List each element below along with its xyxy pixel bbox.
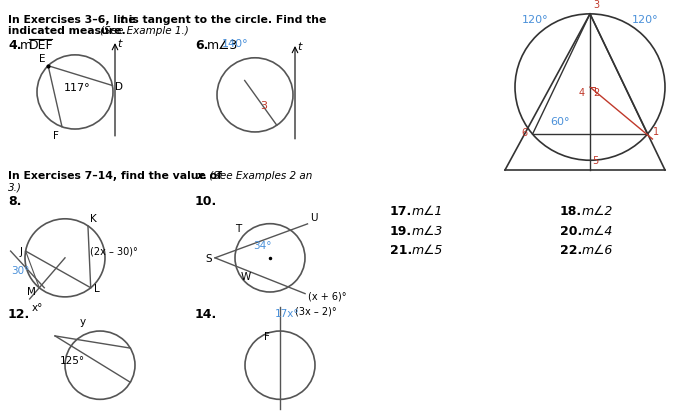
Text: is tangent to the circle. Find the: is tangent to the circle. Find the bbox=[125, 15, 326, 25]
Text: (x + 6)°: (x + 6)° bbox=[308, 291, 346, 301]
Text: m∠4: m∠4 bbox=[582, 224, 613, 237]
Text: 20.: 20. bbox=[560, 224, 582, 237]
Text: S: S bbox=[205, 253, 212, 263]
Text: t: t bbox=[297, 42, 302, 52]
Text: 3: 3 bbox=[260, 100, 267, 110]
Text: 17x°: 17x° bbox=[275, 309, 300, 319]
Text: W: W bbox=[240, 271, 251, 281]
Text: DEF: DEF bbox=[29, 39, 54, 52]
Text: 14.: 14. bbox=[195, 307, 217, 320]
Text: x.: x. bbox=[196, 171, 207, 180]
Text: 18.: 18. bbox=[560, 205, 582, 218]
Text: 19.: 19. bbox=[390, 224, 412, 237]
Text: 17.: 17. bbox=[390, 205, 412, 218]
Text: 12.: 12. bbox=[8, 307, 30, 320]
Text: 6.: 6. bbox=[195, 39, 209, 52]
Text: m∠3: m∠3 bbox=[207, 39, 238, 52]
Text: 2: 2 bbox=[593, 88, 599, 98]
Text: 125°: 125° bbox=[60, 356, 85, 366]
Text: U: U bbox=[311, 212, 318, 222]
Text: K: K bbox=[90, 214, 97, 223]
Text: t: t bbox=[117, 39, 121, 49]
Text: y: y bbox=[80, 316, 86, 327]
Text: 3.): 3.) bbox=[8, 182, 22, 192]
Text: m∠3: m∠3 bbox=[412, 224, 443, 237]
Text: 22.: 22. bbox=[560, 244, 582, 256]
Text: 10.: 10. bbox=[195, 195, 217, 208]
Text: E: E bbox=[38, 54, 45, 64]
Text: (2x – 30)°: (2x – 30)° bbox=[90, 245, 138, 255]
Text: In Exercises 7–14, find the value of: In Exercises 7–14, find the value of bbox=[8, 171, 225, 180]
Text: 4.: 4. bbox=[8, 39, 22, 52]
Text: 120°: 120° bbox=[522, 15, 548, 25]
Text: 140°: 140° bbox=[222, 39, 248, 49]
Text: 34°: 34° bbox=[253, 240, 272, 251]
Text: t: t bbox=[120, 15, 125, 25]
Text: 3: 3 bbox=[593, 0, 599, 10]
Text: 30°: 30° bbox=[11, 266, 29, 275]
Text: F: F bbox=[53, 131, 59, 140]
Text: x°: x° bbox=[32, 302, 43, 312]
Text: (See Example 1.): (See Example 1.) bbox=[100, 26, 189, 36]
Text: m: m bbox=[20, 39, 32, 52]
Text: (3x – 2)°: (3x – 2)° bbox=[295, 306, 337, 316]
Text: m∠2: m∠2 bbox=[582, 205, 613, 218]
Text: 1: 1 bbox=[652, 127, 659, 137]
Text: In Exercises 3–6, line: In Exercises 3–6, line bbox=[8, 15, 139, 25]
Text: 4: 4 bbox=[579, 88, 585, 98]
Text: 6: 6 bbox=[522, 128, 528, 138]
Text: D: D bbox=[116, 81, 123, 91]
Text: L: L bbox=[94, 283, 99, 293]
Text: J: J bbox=[20, 247, 22, 256]
Text: T: T bbox=[235, 223, 241, 233]
Text: indicated measure.: indicated measure. bbox=[8, 26, 130, 36]
Text: 117°: 117° bbox=[64, 83, 90, 93]
Text: (See Examples 2 an: (See Examples 2 an bbox=[206, 171, 312, 180]
Text: M: M bbox=[27, 286, 36, 296]
Text: 5: 5 bbox=[592, 156, 598, 166]
Text: m∠1: m∠1 bbox=[412, 205, 443, 218]
Text: F: F bbox=[264, 331, 270, 341]
Text: 8.: 8. bbox=[8, 195, 22, 208]
Text: m∠6: m∠6 bbox=[582, 244, 613, 256]
Text: 60°: 60° bbox=[550, 117, 570, 127]
Text: 120°: 120° bbox=[631, 15, 658, 25]
Text: 21.: 21. bbox=[390, 244, 412, 256]
Text: m∠5: m∠5 bbox=[412, 244, 443, 256]
